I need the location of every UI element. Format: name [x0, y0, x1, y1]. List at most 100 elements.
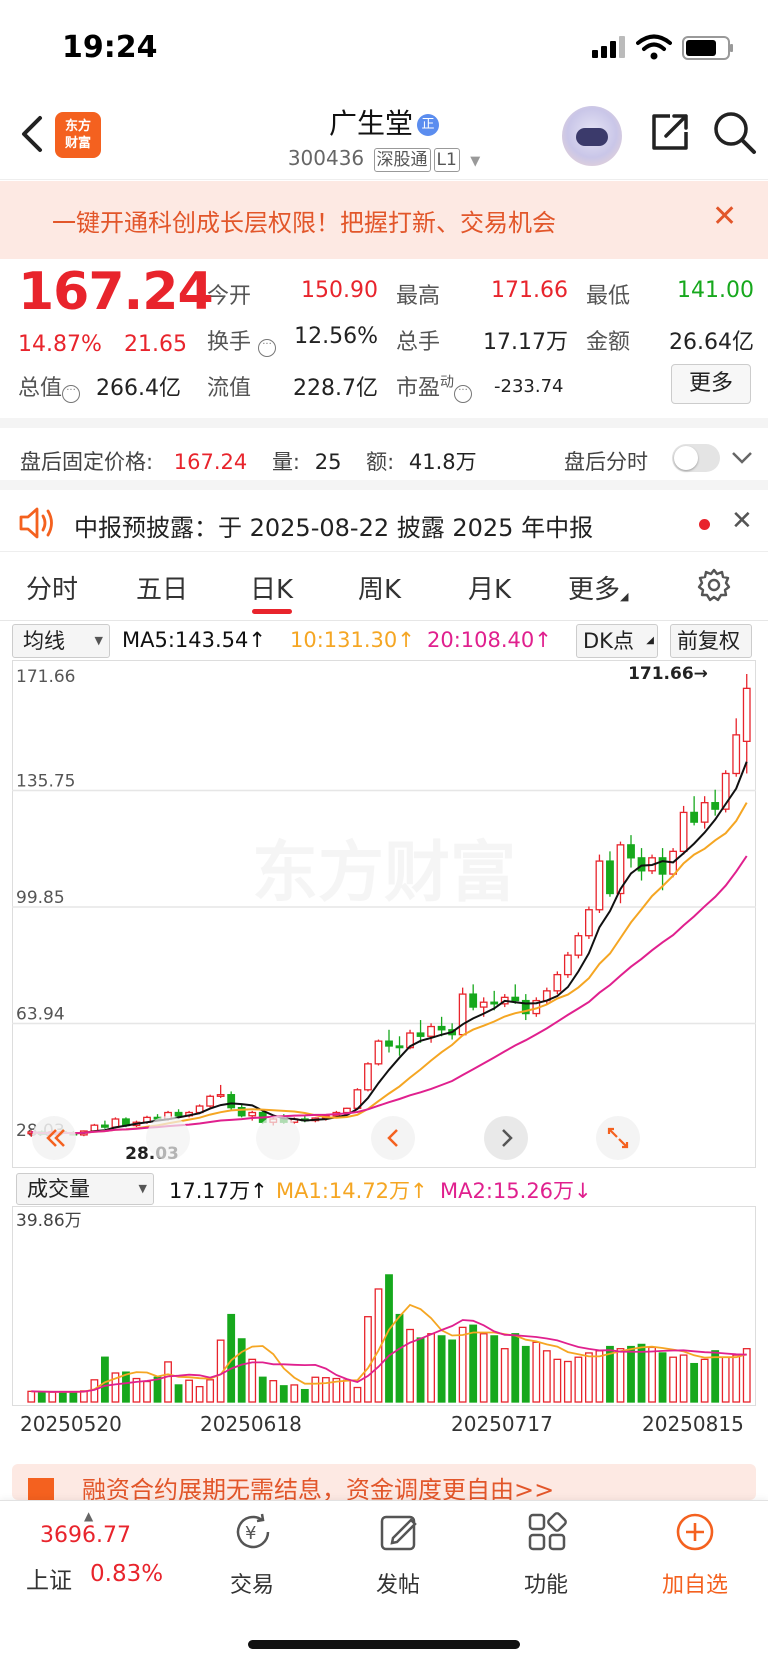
candle [574, 932, 583, 959]
volume-bar [711, 1350, 720, 1403]
stock-code-line[interactable]: 300436 深股通 L1 ▼ [0, 146, 768, 172]
double-chevron-left-icon [46, 1129, 65, 1147]
scroll-left-button[interactable] [371, 1116, 415, 1160]
candle [174, 1109, 183, 1118]
volume-bar [69, 1391, 78, 1403]
vol-ma2-line [31, 1319, 747, 1393]
volume-bar [690, 1362, 699, 1403]
grid-apps-icon [528, 1512, 567, 1551]
add-watchlist-button[interactable]: 加自选 [650, 1501, 740, 1611]
trade-button[interactable]: ¥ 交易 [212, 1501, 292, 1611]
volume-bar [606, 1345, 614, 1403]
after-hours-price: 167.24 [173, 450, 248, 474]
volume-bar [416, 1337, 425, 1403]
quote-panel: 167.24 14.87% 21.65 今开 150.90 最高 171.66 … [0, 262, 768, 412]
index-change[interactable]: 0.83% [90, 1561, 164, 1587]
zoom-in-button[interactable] [256, 1116, 300, 1160]
candle [237, 1104, 246, 1118]
fullscreen-button[interactable] [596, 1116, 640, 1160]
volume-bar [364, 1316, 372, 1403]
volume-bar [153, 1376, 162, 1403]
notice-bar[interactable]: 中报预披露：于 2025-08-22 披露 2025 年中报 ✕ [0, 480, 768, 552]
candle [606, 851, 614, 897]
after-hours-bar: 盘后固定价格: 167.24 量: 25 额: 41.8万 盘后分时 [0, 418, 768, 480]
vol-ma1-value: MA1:14.72万↑ [276, 1179, 428, 1203]
promo-banner[interactable]: 一键开通科创成长层权限！把握打新、交易机会 ✕ [0, 181, 768, 259]
candle [585, 906, 593, 939]
tab-more[interactable]: 更多◢ [568, 575, 629, 605]
volume-chart[interactable]: 39.86万 [12, 1206, 756, 1406]
candle [711, 789, 720, 816]
volume-bar [563, 1360, 572, 1403]
notice-close-icon[interactable]: ✕ [731, 506, 753, 536]
volume-bar [521, 1345, 530, 1403]
volume-bar [406, 1328, 414, 1403]
share-icon[interactable] [648, 110, 692, 154]
adjust-selector[interactable]: 前复权 [670, 624, 752, 658]
volume-bar [553, 1358, 562, 1403]
candle [458, 987, 467, 1037]
more-button[interactable]: 更多 [671, 364, 751, 404]
date-tick: 20250520 [20, 1412, 122, 1436]
post-button[interactable]: 发帖 [358, 1501, 438, 1611]
volume-bar [627, 1345, 635, 1403]
zoom-out-button[interactable] [146, 1116, 190, 1160]
settings-gear-icon[interactable] [696, 567, 732, 603]
volume-bar [185, 1379, 193, 1403]
candle [469, 984, 478, 1011]
volume-bar [700, 1358, 709, 1403]
volume-value: 17.17万↑ [169, 1179, 268, 1203]
active-tab-underline [252, 609, 292, 614]
candle [679, 805, 688, 855]
volume-bar [500, 1348, 509, 1403]
candle [616, 841, 625, 904]
volume-bar [300, 1388, 309, 1403]
search-icon[interactable] [712, 110, 758, 156]
low-label: 最低 [586, 284, 631, 309]
chevron-down-icon[interactable] [730, 450, 754, 466]
y-axis-label: 171.66 [16, 667, 75, 687]
candle [490, 990, 499, 1011]
plus-circle-icon [676, 1513, 714, 1551]
banner-close-icon[interactable]: ✕ [712, 199, 738, 234]
stock-name: 广生堂 [328, 107, 413, 140]
volume-indicator-selector[interactable]: 成交量 ▼ [16, 1173, 154, 1205]
volume-bar [395, 1313, 404, 1403]
index-value[interactable]: 3696.77 [40, 1523, 131, 1548]
back-arrow-icon[interactable] [14, 114, 54, 154]
volume-bar [448, 1339, 457, 1403]
functions-button[interactable]: 功能 [506, 1501, 586, 1611]
volume-bar [48, 1391, 57, 1403]
volume-max-label: 39.86万 [16, 1211, 82, 1231]
change-amount: 21.65 [124, 332, 187, 357]
candle [395, 1036, 404, 1056]
margin-promo-banner[interactable]: 融资合约展期无需结息，资金调度更自由>> [12, 1464, 756, 1500]
date-tick: 20250815 [642, 1412, 744, 1436]
volume-bar [206, 1379, 215, 1403]
indicator-selector[interactable]: 均线 ▼ [12, 624, 110, 658]
candle [206, 1094, 215, 1108]
tab-intraday[interactable]: 分时 [26, 575, 79, 605]
svg-text:¥: ¥ [245, 1523, 256, 1544]
volume-bar [469, 1324, 478, 1403]
scroll-right-button[interactable] [484, 1116, 528, 1160]
tab-five-day[interactable]: 五日 [136, 575, 189, 605]
scroll-left-fast-button[interactable] [32, 1116, 76, 1160]
volume-bar [332, 1377, 341, 1403]
more-info-icon: ··· [62, 385, 81, 403]
ma10-value: 10:131.30↑ [290, 628, 415, 652]
tab-daily-k[interactable]: 日K [250, 575, 294, 605]
date-tick: 20250717 [451, 1412, 553, 1436]
candle [416, 1020, 425, 1043]
volume-bar [174, 1384, 183, 1403]
app-logo[interactable]: 东方 财富 [55, 112, 101, 158]
wifi-icon [636, 34, 672, 60]
high-label: 最高 [396, 284, 441, 309]
dk-point-selector[interactable]: DK点 ◢ [576, 624, 658, 658]
y-axis-label: 63.94 [16, 1004, 65, 1024]
market-cap-label: 总值 ··· [18, 370, 81, 403]
tab-monthly-k[interactable]: 月K [468, 575, 512, 605]
tab-weekly-k[interactable]: 周K [358, 575, 402, 605]
index-name[interactable]: 上证 [26, 1568, 72, 1594]
